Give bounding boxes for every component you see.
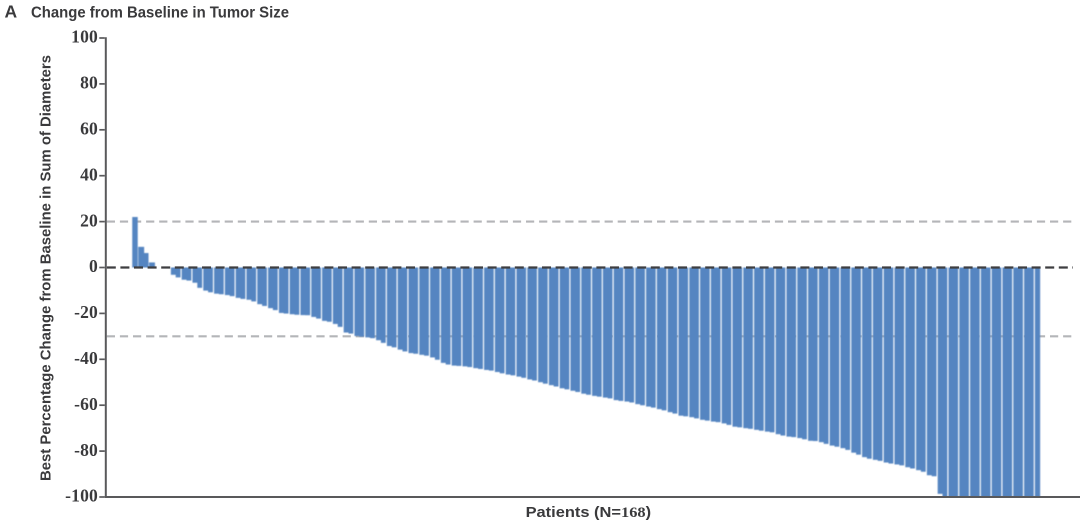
svg-text:20: 20 (80, 210, 98, 230)
svg-text:Best Percentage Change from Ba: Best Percentage Change from Baseline in … (38, 55, 55, 481)
svg-text:60: 60 (80, 119, 98, 139)
svg-text:80: 80 (80, 73, 98, 93)
svg-text:40: 40 (80, 164, 98, 184)
svg-text:-80: -80 (74, 440, 98, 460)
svg-text:Patients (N=168): Patients (N= 168) (526, 504, 652, 521)
svg-text:Change from Baseline in Tumor: Change from Baseline in Tumor Size (31, 5, 289, 22)
svg-text:0: 0 (89, 256, 98, 276)
svg-text:-20: -20 (74, 302, 98, 322)
svg-text:100: 100 (71, 27, 98, 47)
svg-text:-60: -60 (74, 394, 98, 414)
svg-text:-40: -40 (74, 348, 98, 368)
svg-text:A: A (5, 2, 18, 22)
svg-text:-100: -100 (65, 486, 98, 506)
